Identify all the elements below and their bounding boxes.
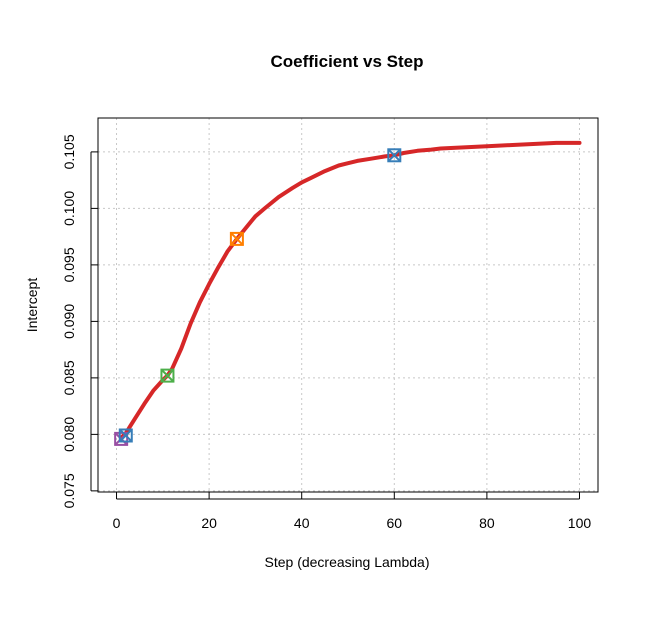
series-layer [119, 140, 582, 440]
chart-title: Coefficient vs Step [270, 52, 423, 71]
y-tick-label: 0.095 [61, 247, 77, 282]
x-tick-label: 0 [113, 515, 121, 531]
y-tick-label: 0.080 [61, 417, 77, 452]
series-line [119, 140, 582, 440]
x-tick-label: 60 [387, 515, 403, 531]
x-axis: 0 20 40 60 80 100 [113, 492, 592, 531]
x-tick-label: 100 [568, 515, 592, 531]
data-marker [118, 428, 133, 443]
data-marker [229, 231, 244, 246]
data-marker [387, 148, 402, 163]
x-tick-label: 40 [294, 515, 310, 531]
y-tick-label: 0.075 [61, 473, 77, 508]
y-tick-label: 0.100 [61, 191, 77, 226]
x-tick-label: 80 [479, 515, 495, 531]
x-tick-label: 20 [201, 515, 217, 531]
y-tick-label: 0.105 [61, 134, 77, 169]
data-marker [160, 368, 175, 383]
x-axis-label: Step (decreasing Lambda) [265, 554, 430, 570]
y-tick-label: 0.090 [61, 304, 77, 339]
y-axis: 0.075 0.080 0.085 0.090 0.095 0.100 0.105 [61, 134, 98, 508]
grid [98, 118, 598, 492]
y-tick-label: 0.085 [61, 360, 77, 395]
plot-frame [97, 117, 599, 493]
y-axis-label: Intercept [24, 278, 40, 333]
markers-layer [114, 148, 402, 446]
